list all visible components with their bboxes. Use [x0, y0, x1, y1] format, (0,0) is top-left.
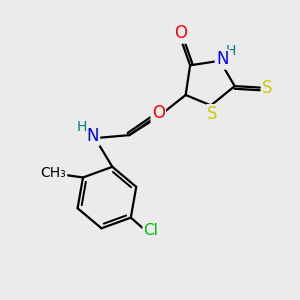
Text: O: O: [152, 104, 165, 122]
Text: H: H: [226, 44, 236, 58]
Text: S: S: [207, 105, 218, 123]
Text: S: S: [262, 79, 273, 97]
Text: N: N: [216, 50, 229, 68]
Text: H: H: [76, 120, 87, 134]
Text: CH₃: CH₃: [40, 166, 66, 180]
Text: O: O: [174, 25, 187, 43]
Text: Cl: Cl: [144, 223, 158, 238]
Text: N: N: [86, 127, 99, 145]
